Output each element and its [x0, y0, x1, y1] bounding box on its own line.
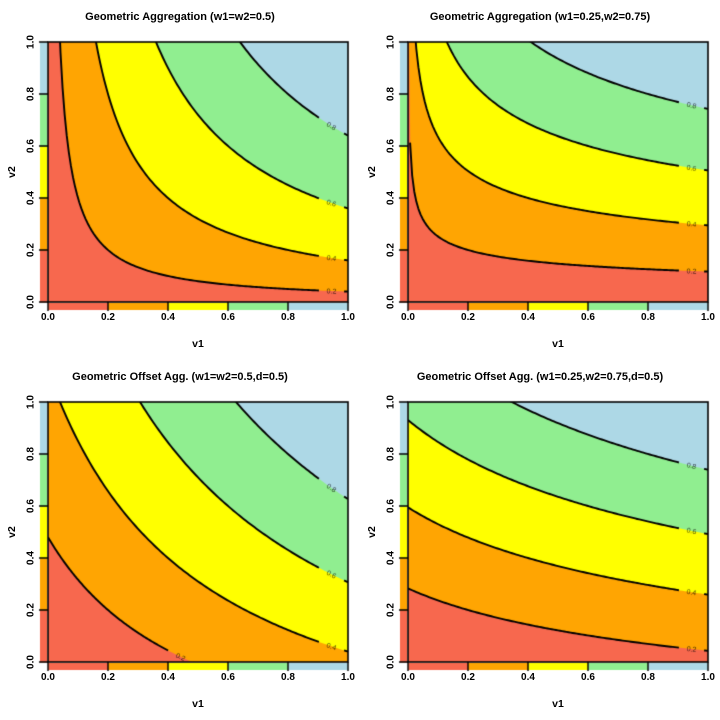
x-axis-label: v1 — [552, 698, 564, 710]
x-axis-label: v1 — [552, 338, 564, 350]
x-axis-label: v1 — [192, 698, 204, 710]
plot-title: Geometric Offset Agg. (w1=0.25,w2=0.75,d… — [416, 371, 664, 383]
subplot-geometric-aggregation-equal-weights: Geometric Aggregation (w1=w2=0.5) v1 v2 … — [0, 0, 360, 360]
contour-plot-canvas — [0, 360, 360, 720]
plot-title: Geometric Offset Agg. (w1=w2=0.5,d=0.5) — [72, 371, 288, 383]
subplot-geometric-offset-agg-equal-weights: Geometric Offset Agg. (w1=w2=0.5,d=0.5) … — [0, 360, 360, 720]
y-axis-label: v2 — [6, 526, 18, 538]
y-axis-label: v2 — [366, 526, 378, 538]
contour-plot-canvas — [360, 0, 720, 360]
contour-plot-canvas — [360, 360, 720, 720]
plot-title: Geometric Aggregation (w1=0.25,w2=0.75) — [429, 11, 651, 23]
plot-title: Geometric Aggregation (w1=w2=0.5) — [85, 11, 275, 23]
subplot-geometric-offset-agg-unequal-weights: Geometric Offset Agg. (w1=0.25,w2=0.75,d… — [360, 360, 720, 720]
x-axis-label: v1 — [192, 338, 204, 350]
contour-plot-canvas — [0, 0, 360, 360]
y-axis-label: v2 — [366, 166, 378, 178]
subplot-geometric-aggregation-unequal-weights: Geometric Aggregation (w1=0.25,w2=0.75) … — [360, 0, 720, 360]
y-axis-label: v2 — [6, 166, 18, 178]
